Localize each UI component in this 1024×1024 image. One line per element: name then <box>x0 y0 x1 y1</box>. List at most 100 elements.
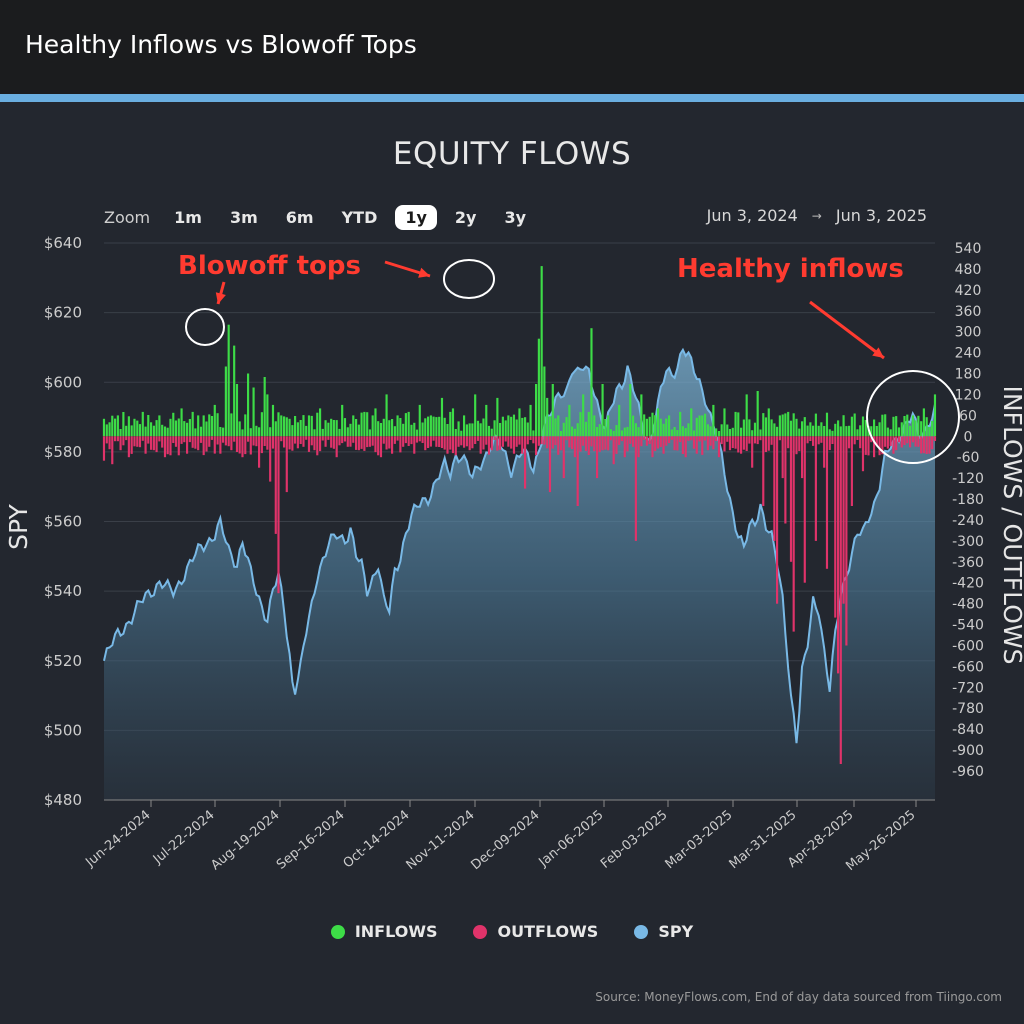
outflow-bar <box>501 436 504 447</box>
spy-area <box>104 349 935 800</box>
outflow-bar <box>814 436 817 541</box>
outflow-bar <box>377 436 380 456</box>
inflow-bar <box>848 425 851 437</box>
outflow-bar <box>493 436 496 440</box>
x-tick-label: Nov-11-2024 <box>404 808 478 874</box>
blowoff-arrow-1-icon-head <box>215 292 226 304</box>
outflow-bar <box>150 436 153 450</box>
y2-tick-label: 540 <box>955 241 982 257</box>
outflow-bar <box>440 436 444 448</box>
outflow-bar <box>870 436 873 443</box>
inflow-bar <box>202 415 205 437</box>
inflow-bar <box>102 418 106 437</box>
y2-tick-label: 180 <box>955 367 982 383</box>
range-from[interactable]: Jun 3, 2024 <box>706 206 798 225</box>
outflow-bar <box>881 436 884 455</box>
outflow-bar <box>127 436 130 458</box>
annotation-healthy-inflows: Healthy inflows <box>677 254 904 284</box>
zoom-1y-button[interactable]: 1y <box>395 204 437 230</box>
zoom-6m-button[interactable]: 6m <box>285 207 314 227</box>
legend-outflows[interactable]: OUTFLOWS <box>473 922 598 941</box>
inflow-bar <box>241 429 244 437</box>
outflow-bar <box>873 436 876 458</box>
inflow-bar <box>385 394 388 437</box>
outflow-bar <box>291 436 294 451</box>
inflow-bar <box>654 415 657 437</box>
outflow-bar <box>803 436 806 583</box>
outflow-bar <box>878 436 881 456</box>
zoom-3m-button[interactable]: 3m <box>229 207 258 227</box>
zoom-label: Zoom <box>104 207 151 227</box>
zoom-ytd-button[interactable]: YTD <box>341 207 378 227</box>
outflow-bar <box>235 436 239 452</box>
outflow-bar <box>465 436 468 447</box>
inflow-bar <box>374 408 377 437</box>
zoom-2y-button[interactable]: 2y <box>454 207 477 227</box>
outflow-bar <box>216 436 219 445</box>
y-tick-label: $620 <box>44 304 82 322</box>
outflow-bar <box>249 436 252 455</box>
outflow-bar <box>255 436 258 447</box>
inflow-bar <box>172 412 175 437</box>
range-to[interactable]: Jun 3, 2025 <box>835 206 927 225</box>
outflow-bar <box>587 436 590 455</box>
outflow-bar <box>438 436 441 447</box>
inflow-bar <box>338 428 341 437</box>
inflow-bar <box>803 417 806 437</box>
outflow-bar <box>886 436 889 449</box>
inflow-bar <box>496 397 499 437</box>
inflow-bar <box>501 416 504 437</box>
inflow-bar <box>307 415 311 437</box>
legend-inflows[interactable]: INFLOWS <box>330 922 437 941</box>
inflow-bar <box>792 413 795 437</box>
inflow-bar <box>632 415 635 437</box>
outflow-bar <box>850 436 853 506</box>
zoom-3y-button[interactable]: 3y <box>504 207 527 227</box>
y2-tick-label: -540 <box>952 618 984 634</box>
outflow-bar <box>277 436 280 594</box>
inflow-bar <box>873 419 876 437</box>
inflow-bar <box>706 424 709 437</box>
accent-bar <box>0 94 1024 102</box>
inflow-bar <box>684 428 687 437</box>
y2-tick-label: -720 <box>952 680 984 696</box>
outflow-bar <box>521 436 524 454</box>
inflow-bar <box>634 423 637 437</box>
y2-tick-label: 300 <box>955 325 982 341</box>
inflow-bar <box>330 418 333 437</box>
outflow-bar <box>299 436 302 444</box>
outflow-bar <box>366 436 369 448</box>
inflow-bar <box>878 422 881 437</box>
outflow-bar <box>656 436 660 449</box>
outflow-bar <box>612 436 615 465</box>
inflow-bar <box>582 394 585 437</box>
inflow-bar <box>668 415 671 437</box>
outflow-bar <box>532 436 535 444</box>
y2-tick-label: -600 <box>952 638 984 654</box>
outflow-bar <box>485 436 488 445</box>
inflow-bar <box>709 426 712 437</box>
inflow-bar <box>427 416 430 437</box>
outflow-bar <box>889 436 892 446</box>
outflow-bar <box>645 436 648 446</box>
inflow-bar <box>341 404 344 437</box>
inflow-bar <box>357 424 360 437</box>
inflow-bar <box>920 421 923 437</box>
outflow-bar <box>338 436 341 446</box>
zoom-1m-button[interactable]: 1m <box>174 207 202 227</box>
inflow-bar <box>825 412 829 437</box>
inflow-bar <box>773 423 776 437</box>
inflow-bar <box>720 424 723 437</box>
inflow-bar <box>346 427 349 437</box>
outflow-bar <box>668 436 671 444</box>
inflow-bar <box>928 427 931 437</box>
inflow-bar <box>584 421 588 437</box>
outflow-bar <box>848 436 851 449</box>
outflow-bar <box>346 436 349 447</box>
inflow-bar <box>897 427 901 437</box>
inflow-bar <box>587 411 590 437</box>
y2-tick-label: -660 <box>952 659 984 675</box>
inflow-bar <box>199 426 203 437</box>
inflow-bar <box>493 420 496 437</box>
legend-spy[interactable]: SPY <box>634 922 693 941</box>
